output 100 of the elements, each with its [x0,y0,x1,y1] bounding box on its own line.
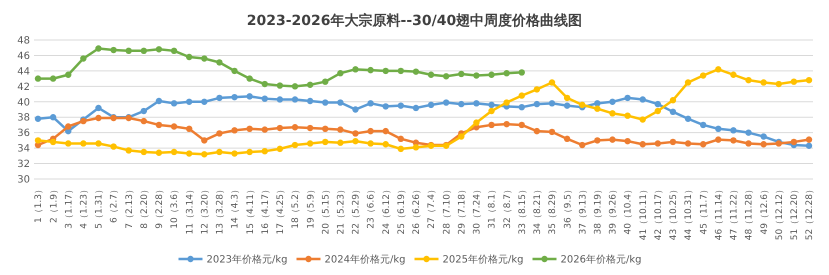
point [186,54,192,60]
point [442,73,450,80]
x-tick-label: 17（4.25） [276,185,286,234]
point [80,140,87,147]
x-tick-label: 8（2.20） [140,185,150,229]
x-tick-label: 4（1.23） [80,185,90,229]
point [564,102,570,109]
y-tick-label: 30 [17,174,30,186]
point [322,126,328,132]
x-tick-label: 5（1.31） [94,185,105,229]
point [246,93,253,100]
point [534,86,540,93]
x-tick-label: 12（3.20） [200,185,210,234]
point [216,94,223,102]
point [337,99,344,106]
point [442,99,450,106]
point [201,98,208,105]
point [790,138,798,146]
x-tick-label: 38（9.19） [594,185,604,234]
point [276,82,284,89]
point [231,127,238,134]
point [382,128,389,134]
point [579,142,586,148]
point [216,59,223,66]
point [65,72,72,78]
point [624,138,631,144]
point [140,48,148,54]
point [548,100,556,107]
point [473,119,480,126]
x-tick-label: 2（1.9） [49,185,60,224]
point [458,133,464,140]
point [262,126,268,133]
point [186,98,192,105]
x-tick-label: 3（1.17） [64,185,74,229]
x-tick-label: 27（7.4） [427,185,438,229]
point [488,108,495,114]
point [488,72,495,78]
point [80,55,87,62]
y-tick-label: 36 [17,128,30,140]
point [594,100,601,107]
point [534,128,540,134]
point [337,126,344,133]
point [382,68,389,74]
point [306,82,314,88]
point [488,122,495,128]
point [700,141,706,148]
point [730,137,737,144]
point [806,136,812,143]
point [65,123,72,130]
point [337,70,344,76]
point [548,79,556,86]
point [684,116,692,122]
x-tick-label: 10（3.6） [170,185,180,229]
legend-label: 2026年价格元/kg [560,254,642,266]
point [654,108,662,114]
point [473,72,480,79]
x-tick-label: 36（9.5） [563,185,574,229]
point [170,148,178,156]
x-tick-label: 46（11.14） [714,185,724,240]
point [352,66,359,73]
point [382,141,389,148]
point [473,100,480,107]
point [276,146,284,152]
point [140,148,148,156]
point [654,140,662,147]
point [170,123,178,130]
point [65,140,72,147]
x-tick-label: 40（10.4） [624,185,634,234]
legend-label: 2023年价格元/kg [206,254,288,266]
point [352,138,359,144]
x-tick-label: 35（8.29） [548,185,558,234]
point [548,128,556,136]
point [322,78,328,85]
point [367,140,374,147]
x-tick-label: 43（10.25） [669,185,680,240]
point [640,116,646,123]
point [201,151,208,158]
point [458,70,464,78]
point [110,46,117,54]
point [95,45,102,52]
point [95,104,102,112]
x-tick-label: 32（8.7） [502,185,513,229]
x-tick-label: 19（5.9） [306,185,316,229]
point [382,103,389,110]
point [670,97,676,104]
point [110,143,117,150]
point [292,96,298,103]
point [216,130,223,137]
point [564,94,570,102]
legend-label: 2024年价格元/kg [324,254,406,266]
point [806,76,812,84]
point [609,110,616,117]
point [398,102,404,109]
point [246,148,253,156]
x-tick-label: 37（9.13） [578,185,588,234]
y-tick-label: 48 [17,36,30,46]
point [50,75,56,82]
x-tick-label: 14（4.3） [230,185,241,229]
point [34,137,42,144]
point [518,92,525,99]
